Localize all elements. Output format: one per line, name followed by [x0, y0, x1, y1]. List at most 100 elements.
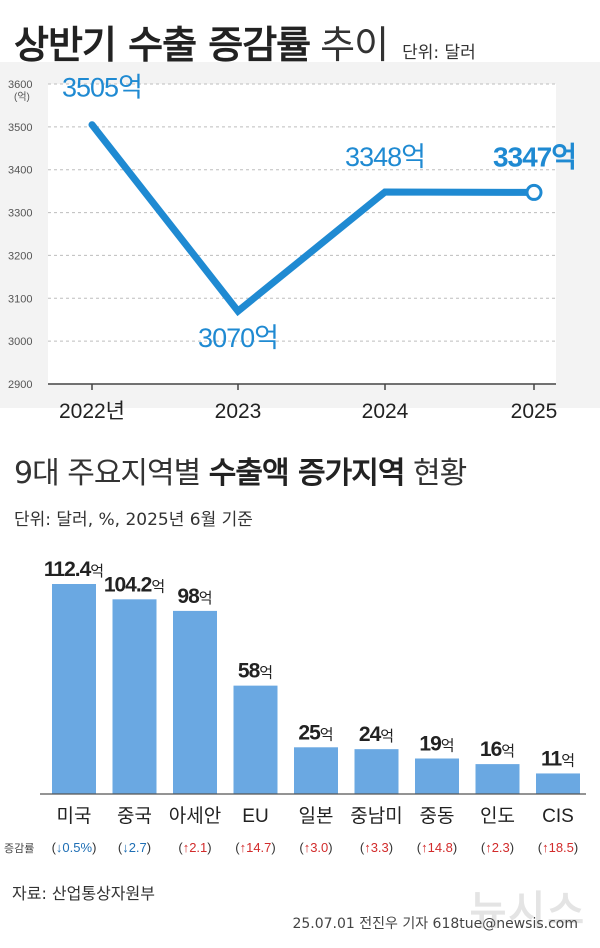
bar-value-unit: 억	[259, 665, 273, 682]
data-label: 3070억	[198, 323, 278, 353]
bar-value-label: 25억	[298, 721, 333, 744]
x-tick-label: 2025	[511, 400, 558, 423]
bar-value-unit: 억	[90, 563, 104, 580]
x-tick-label: 2024	[362, 400, 409, 423]
y-tick-label: 3500	[8, 122, 32, 134]
x-tick-label: 2023	[215, 400, 262, 423]
category-label: 미국	[57, 805, 92, 827]
y-tick-label: 3000	[8, 336, 32, 348]
bar	[294, 747, 338, 794]
category-label: 인도	[480, 805, 515, 827]
bar-value-label: 104.2억	[104, 573, 165, 596]
bar-value: 104.2	[104, 573, 152, 596]
section-title-tail: 현황	[412, 456, 467, 491]
page-title-suffix: 추이	[320, 23, 389, 67]
category-label: 중국	[117, 806, 152, 827]
section-title-normal: 9대 주요지역별	[14, 456, 201, 491]
change-value: 2.1	[189, 840, 207, 855]
category-label: EU	[242, 806, 268, 827]
y-axis-unit: (억)	[14, 91, 30, 103]
section-title: 9대 주요지역별 수출액 증가지역 현황	[14, 448, 467, 492]
credit-label: 25.07.01 전진우 기자 618tue@newsis.com	[292, 916, 578, 932]
change-label: (↑3.0)	[299, 840, 332, 855]
change-value: 18.5	[549, 840, 574, 855]
bar-value: 58	[238, 660, 261, 683]
bar	[173, 610, 217, 794]
bar	[233, 685, 278, 794]
bar-value: 98	[177, 585, 200, 608]
bar-value: 24	[359, 723, 382, 746]
change-value: 14.8	[428, 840, 453, 855]
change-label: (↑3.3)	[360, 840, 393, 855]
data-label: 3348억	[345, 142, 425, 172]
change-label: (↓2.7)	[118, 840, 151, 855]
change-value: 2.7	[129, 840, 147, 855]
bar-value-unit: 억	[561, 752, 575, 769]
change-value: 2.3	[492, 840, 510, 855]
arrow-up-icon: ↑	[304, 840, 311, 855]
change-header-label: 증감률	[4, 842, 34, 855]
category-label: 일본	[299, 805, 334, 827]
section-title-bold: 수출액 증가지역	[208, 456, 406, 491]
arrow-up-icon: ↑	[421, 840, 428, 855]
category-label: 아세안	[169, 805, 221, 827]
change-label: (↓0.5%)	[52, 840, 97, 855]
bar-value-label: 11억	[541, 747, 575, 770]
bar-value-unit: 억	[320, 726, 334, 743]
bar-value-unit: 억	[380, 728, 394, 745]
arrow-up-icon: ↑	[183, 840, 190, 855]
arrow-down-icon: ↓	[122, 840, 129, 855]
change-value: 0.5%	[62, 840, 92, 855]
section-unit-label: 단위: 달러, %, 2025년 6월 기준	[14, 510, 253, 530]
bar-value-label: 98억	[177, 585, 212, 608]
change-label: (↑14.8)	[417, 840, 458, 855]
source-label: 자료: 산업통상자원부	[12, 884, 155, 903]
change-label: (↑18.5)	[538, 840, 579, 855]
y-tick-label: 3600	[8, 79, 32, 91]
x-tick-label: 2022년	[59, 400, 125, 423]
bar-value: 112.4	[44, 558, 92, 581]
change-value: 3.3	[371, 840, 389, 855]
arrow-down-icon: ↓	[56, 840, 63, 855]
bar-value-label: 16억	[480, 738, 515, 761]
bar-value-unit: 억	[501, 743, 515, 760]
y-tick-label: 3400	[8, 165, 32, 177]
arrow-up-icon: ↑	[542, 840, 549, 855]
change-label: (↑14.7)	[235, 840, 276, 855]
arrow-up-icon: ↑	[364, 840, 371, 855]
arrow-up-icon: ↑	[485, 840, 492, 855]
bar	[475, 764, 520, 794]
bar	[536, 773, 580, 794]
bar-value-unit: 억	[441, 738, 455, 755]
unit-label: 단위: 달러	[402, 43, 476, 63]
bar-value-unit: 억	[151, 578, 165, 595]
bar	[415, 758, 459, 794]
y-tick-label: 3100	[8, 293, 32, 305]
bar-value-label: 112.4억	[44, 558, 104, 581]
bar-value: 16	[480, 738, 502, 761]
change-label: (↑2.3)	[481, 840, 514, 855]
title-row: 상반기 수출 증감률 추이 단위: 달러	[14, 14, 476, 67]
page-title: 상반기 수출 증감률	[14, 23, 311, 67]
change-value: 14.7	[246, 840, 271, 855]
bar-value-label: 19억	[419, 733, 454, 756]
series-line	[88, 121, 538, 317]
data-label: 3505억	[62, 73, 142, 103]
bar-chart: 112.4억미국(↓0.5%)104.2억중국(↓2.7)98억아세안(↑2.1…	[4, 558, 586, 855]
change-label: (↑2.1)	[178, 840, 211, 855]
line-chart: 2900 3000 3100 3200 3300 3400 3500 3600(억) 2022년…	[0, 62, 600, 423]
y-tick-label: 3300	[8, 208, 32, 220]
bar-value-label: 58억	[238, 660, 273, 683]
bar	[354, 749, 399, 794]
bar-value-unit: 억	[199, 590, 213, 607]
category-label: CIS	[542, 806, 574, 827]
category-label: 중동	[420, 806, 455, 827]
bar-value: 19	[419, 733, 441, 756]
bar-value-label: 24억	[359, 723, 394, 746]
y-tick-label: 2900	[8, 379, 32, 391]
plot-area	[48, 84, 556, 384]
bar	[112, 599, 157, 794]
change-value: 3.0	[310, 840, 328, 855]
arrow-up-icon: ↑	[240, 840, 247, 855]
y-tick-label: 3200	[8, 250, 32, 262]
